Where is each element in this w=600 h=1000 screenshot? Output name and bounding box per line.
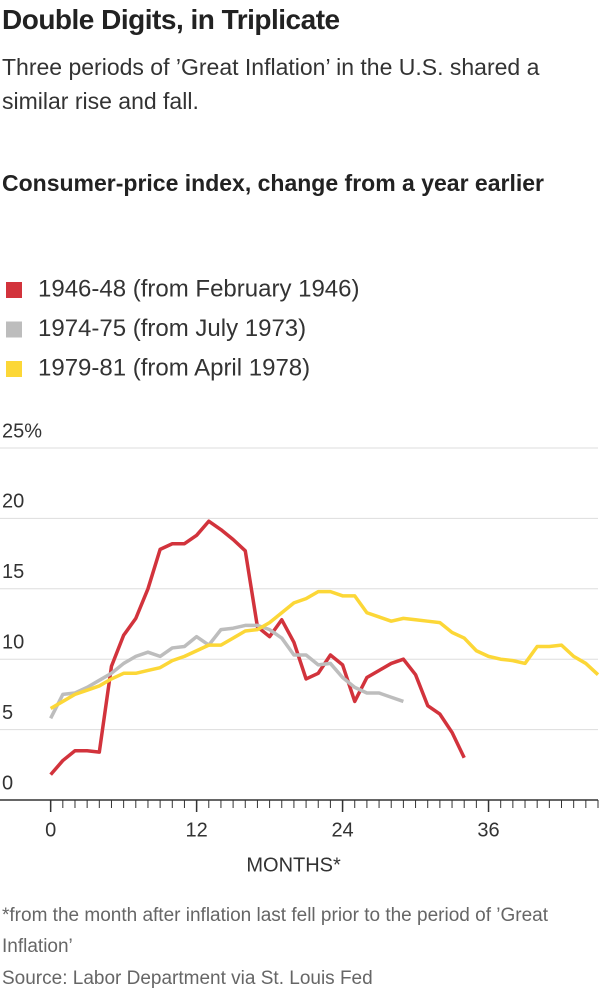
- y-tick-label: 15: [2, 561, 24, 583]
- x-tick-label: 0: [45, 819, 56, 841]
- series-line: [49, 589, 600, 710]
- y-tick-label: 0: [2, 772, 13, 794]
- series-line: [49, 623, 404, 720]
- y-tick-label: 10: [2, 631, 24, 653]
- y-tick-label: 25%: [2, 420, 42, 442]
- footnote: *from the month after inflation last fel…: [2, 905, 548, 957]
- x-tick-label: 12: [185, 819, 207, 841]
- x-tick-label: 36: [477, 819, 499, 841]
- source: Source: Labor Department via St. Louis F…: [2, 968, 373, 989]
- legend-swatch: [6, 321, 22, 338]
- legend-label: 1979-81 (from April 1978): [38, 354, 310, 381]
- legend-label: 1946-48 (from February 1946): [38, 275, 360, 302]
- y-tick-label: 20: [2, 491, 24, 513]
- subtitle: Three periods of ’Great Inflation’ in th…: [2, 54, 540, 114]
- x-axis-label: MONTHS*: [246, 854, 341, 876]
- legend: 1946-48 (from February 1946) 1974-75 (fro…: [6, 275, 360, 381]
- legend-label: 1974-75 (from July 1973): [38, 315, 306, 342]
- title: Double Digits, in Triplicate: [2, 4, 340, 35]
- chart-title: Consumer-price index, change from a year…: [2, 170, 544, 196]
- x-tick-label: 24: [331, 819, 353, 841]
- y-tick-label: 5: [2, 702, 13, 724]
- legend-swatch: [6, 361, 22, 377]
- series-line: [49, 519, 466, 776]
- chart: 1946-48 (from February 1946) 1974-75 (fro…: [0, 275, 600, 876]
- legend-swatch: [6, 282, 22, 298]
